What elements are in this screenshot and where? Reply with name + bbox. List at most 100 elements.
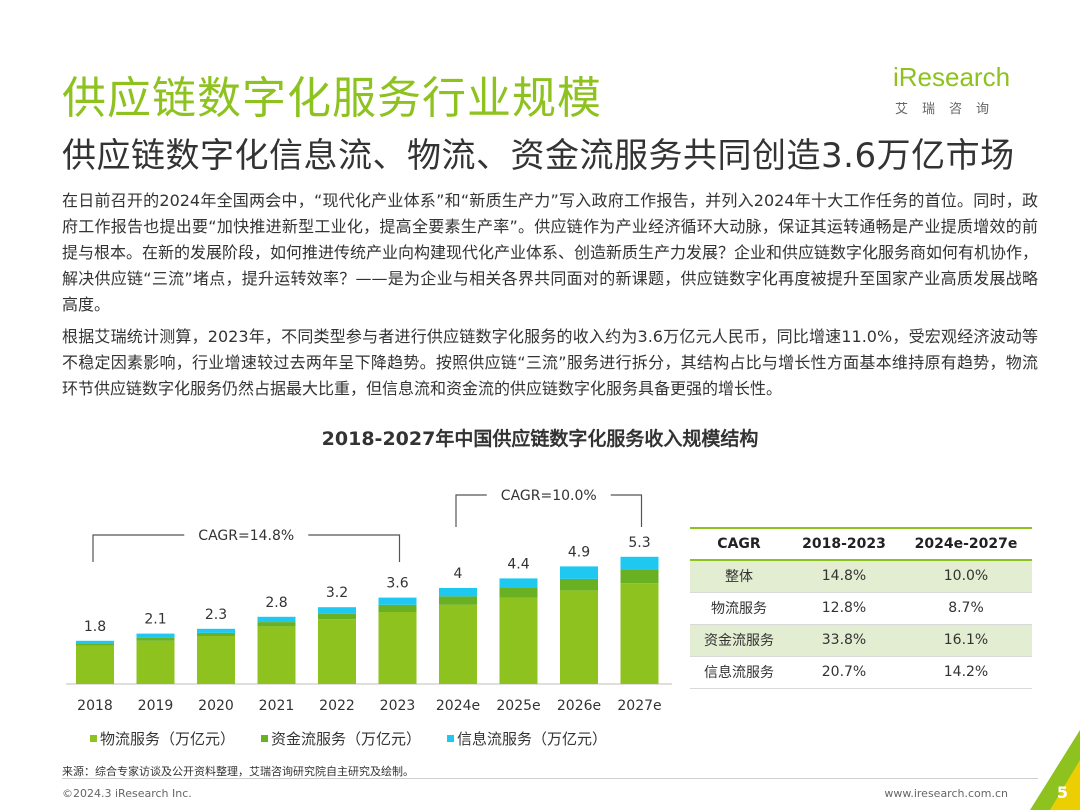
bar-total-label: 4 <box>454 566 463 582</box>
table-row: 信息流服务 20.7% 14.2% <box>690 656 1032 689</box>
table-row: 物流服务 12.8% 8.7% <box>690 592 1032 625</box>
bar-segment-logistics <box>136 640 175 684</box>
x-tick-label: 2026e <box>557 698 601 714</box>
bar-segment-capital <box>560 578 598 591</box>
footer-divider <box>62 778 1038 779</box>
bar-segment-capital <box>378 604 417 612</box>
chart-legend: 物流服务（万亿元） 资金流服务（万亿元） 信息流服务（万亿元） <box>90 728 607 749</box>
page-subtitle: 供应链数字化信息流、物流、资金流服务共同创造3.6万亿市场 <box>62 136 1015 176</box>
bar-segment-logistics <box>560 590 598 684</box>
x-tick-label: 2019 <box>138 698 174 714</box>
bar-segment-information <box>257 616 296 623</box>
bar-segment-logistics <box>439 604 477 684</box>
legend-label-information: 信息流服务（万亿元） <box>457 730 608 748</box>
bar-segment-information <box>136 633 175 638</box>
bar-segment-logistics <box>499 597 538 684</box>
table-cell: 33.8% <box>788 624 900 657</box>
cagr-bracket-right <box>610 494 643 527</box>
x-tick-label: 2024e <box>436 698 480 714</box>
table-cell: 14.2% <box>900 656 1032 689</box>
bar-total-label: 5.3 <box>628 535 650 551</box>
chart-title: 2018-2027年中国供应链数字化服务收入规模结构 <box>321 428 759 450</box>
table-header-cell: 2024e-2027e <box>900 527 1032 561</box>
cagr-bracket-left <box>455 494 487 527</box>
bar-segment-information <box>76 640 114 644</box>
intro-paragraph: 在日前召开的2024年全国两会中，“现代化产业体系”和“新质生产力”写入政府工作… <box>62 191 1039 314</box>
bar-segment-information <box>197 628 235 633</box>
bar-segment-logistics <box>378 612 417 684</box>
bar-segment-capital <box>76 643 114 646</box>
bar-segment-capital <box>136 637 175 641</box>
table-header-cell: CAGR <box>690 527 788 561</box>
bar-total-label: 2.8 <box>265 595 287 611</box>
x-tick-label: 2027e <box>617 698 661 714</box>
table-cell: 10.0% <box>900 560 1032 593</box>
x-tick-label: 2018 <box>77 698 113 714</box>
legend-label-logistics: 物流服务（万亿元） <box>100 730 236 748</box>
bar-total-label: 3.6 <box>386 576 408 592</box>
cagr-table: CAGR 2018-2023 2024e-2027e 整体 14.8% 10.0… <box>690 527 1032 689</box>
table-cell: 12.8% <box>788 592 900 625</box>
bar-total-label: 4.9 <box>568 544 590 560</box>
bar-segment-capital <box>197 632 235 636</box>
bar-segment-logistics <box>620 583 659 684</box>
table-cell: 资金流服务 <box>690 624 788 657</box>
source-note: 来源：综合专家访谈及公开资料整理，艾瑞咨询研究院自主研究及绘制。 <box>62 765 414 778</box>
cagr-bracket-right <box>308 534 401 562</box>
bar-segment-logistics <box>197 636 235 684</box>
bar-segment-information <box>620 556 659 570</box>
analysis-paragraph: 根据艾瑞统计测算，2023年，不同类型参与者进行供应链数字化服务的收入约为3.6… <box>62 327 1038 398</box>
bar-total-label: 2.3 <box>205 607 227 623</box>
table-cell: 8.7% <box>900 592 1032 625</box>
legend-label-capital: 资金流服务（万亿元） <box>271 730 422 748</box>
legend-swatch-information <box>447 735 455 742</box>
cagr-annotation-label: CAGR=14.8% <box>198 528 294 544</box>
bar-segment-capital <box>257 622 296 627</box>
bar-segment-information <box>499 578 538 588</box>
bar-segment-capital <box>439 596 477 605</box>
cagr-table-header: CAGR 2018-2023 2024e-2027e <box>690 527 1032 561</box>
bar-segment-information <box>378 597 417 605</box>
bar-segment-logistics <box>257 626 296 684</box>
table-cell: 整体 <box>690 560 788 593</box>
table-cell: 16.1% <box>900 624 1032 657</box>
legend-item-information: 信息流服务（万亿元） <box>447 728 607 749</box>
legend-item-logistics: 物流服务（万亿元） <box>90 728 235 749</box>
x-tick-label: 2020 <box>198 698 234 714</box>
table-cell: 14.8% <box>788 560 900 593</box>
table-header-cell: 2018-2023 <box>788 527 900 561</box>
table-cell: 物流服务 <box>690 592 788 625</box>
x-tick-label: 2022 <box>319 698 355 714</box>
x-tick-label: 2023 <box>380 698 416 714</box>
table-cell: 20.7% <box>788 656 900 689</box>
bar-segment-information <box>318 607 356 614</box>
legend-swatch-capital <box>261 735 269 742</box>
table-row: 整体 14.8% 10.0% <box>690 560 1032 593</box>
bar-total-label: 2.1 <box>144 612 166 628</box>
corner-decoration <box>1030 730 1080 810</box>
cagr-annotation-label: CAGR=10.0% <box>501 488 597 504</box>
x-tick-label: 2021 <box>259 698 295 714</box>
legend-swatch-logistics <box>90 735 97 742</box>
table-cell: 信息流服务 <box>690 656 788 689</box>
bar-segment-information <box>560 566 598 579</box>
x-tick-label: 2025e <box>496 698 540 714</box>
iresearch-logo: iResearch 艾瑞咨询 <box>893 62 1033 124</box>
cagr-bracket-left <box>92 534 185 562</box>
bar-total-label: 3.2 <box>326 585 348 601</box>
logo-chinese: 艾瑞咨询 <box>895 102 1004 117</box>
page-title: 供应链数字化服务行业规模 <box>62 73 602 124</box>
table-row: 资金流服务 33.8% 16.1% <box>690 624 1032 657</box>
bar-segment-logistics <box>318 619 356 684</box>
website-link[interactable]: www.iresearch.com.cn <box>884 787 1008 800</box>
bar-total-label: 1.8 <box>84 619 106 635</box>
bar-segment-capital <box>499 588 538 598</box>
legend-item-capital: 资金流服务（万亿元） <box>261 728 421 749</box>
logo-wordmark: iResearch <box>893 62 1011 92</box>
page-number: 5 <box>1056 783 1068 802</box>
copyright: ©2024.3 iResearch Inc. <box>62 787 192 800</box>
bar-total-label: 4.4 <box>507 556 529 572</box>
bar-segment-capital <box>620 570 659 584</box>
bar-segment-information <box>439 588 477 597</box>
